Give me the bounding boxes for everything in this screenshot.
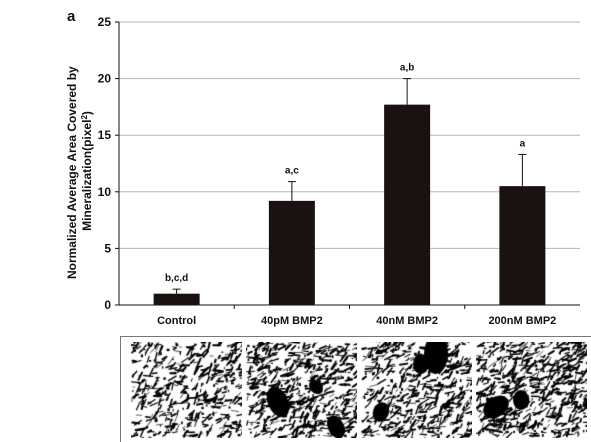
micrograph-frame (120, 336, 591, 442)
category-label: 40pM BMP2 (261, 315, 323, 327)
y-tick-label: 5 (104, 241, 111, 255)
micrograph-control (131, 342, 242, 438)
x-axis-tick-labels: Control 40pM BMP2 40nM BMP2 200nM BMP2 (157, 305, 556, 327)
error-bars (172, 78, 527, 294)
y-tick-label: 15 (98, 128, 112, 142)
micrograph-200nm-bmp2 (476, 342, 587, 438)
y-tick-label: 0 (104, 298, 111, 312)
y-tick-label: 25 (98, 15, 112, 29)
y-axis-ticks: 0 5 10 15 20 25 (98, 15, 119, 312)
y-tick-label: 10 (98, 185, 112, 199)
micrograph-texture (361, 342, 472, 438)
y-axis-label: Normalized Average Area Covered by Miner… (65, 63, 94, 279)
category-label: 40nM BMP2 (376, 315, 438, 327)
micrograph-texture (246, 342, 357, 438)
bar-chart: a 0 5 10 15 20 25 b,c,d a,c a,b a Control 40pM BM… (65, 8, 580, 327)
micrograph-40nm-bmp2 (361, 342, 472, 438)
category-label: Control (157, 315, 196, 327)
micrograph-texture (131, 342, 242, 438)
category-label: 200nM BMP2 (488, 315, 556, 327)
bar (499, 186, 546, 305)
significance-label: a (520, 138, 526, 149)
micrograph-texture (476, 342, 587, 438)
significance-label: b,c,d (165, 273, 188, 284)
bar (268, 200, 315, 305)
significance-annotations: b,c,d a,c a,b a (165, 63, 526, 285)
micrograph-40pm-bmp2 (246, 342, 357, 438)
significance-label: a,c (285, 166, 299, 177)
y-tick-label: 20 (98, 72, 112, 86)
panel-label: a (67, 8, 76, 25)
bar (384, 104, 431, 305)
bars (153, 104, 546, 305)
significance-label: a,b (400, 63, 414, 74)
bar (153, 293, 200, 305)
